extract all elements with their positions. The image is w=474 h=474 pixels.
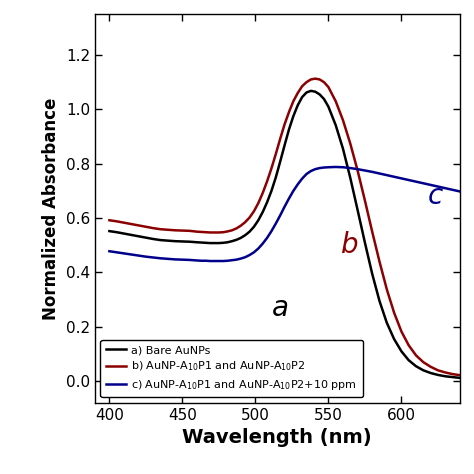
Legend: a) Bare AuNPs, b) AuNP-A$_{10}$P1 and AuNP-A$_{10}$P2, c) AuNP-A$_{10}$P1 and Au: a) Bare AuNPs, b) AuNP-A$_{10}$P1 and Au… [100,340,363,397]
Text: c: c [428,182,443,210]
X-axis label: Wavelength (nm): Wavelength (nm) [182,428,372,447]
Y-axis label: Normalized Absorbance: Normalized Absorbance [42,97,60,320]
Text: b: b [341,231,359,259]
Text: a: a [272,294,289,322]
